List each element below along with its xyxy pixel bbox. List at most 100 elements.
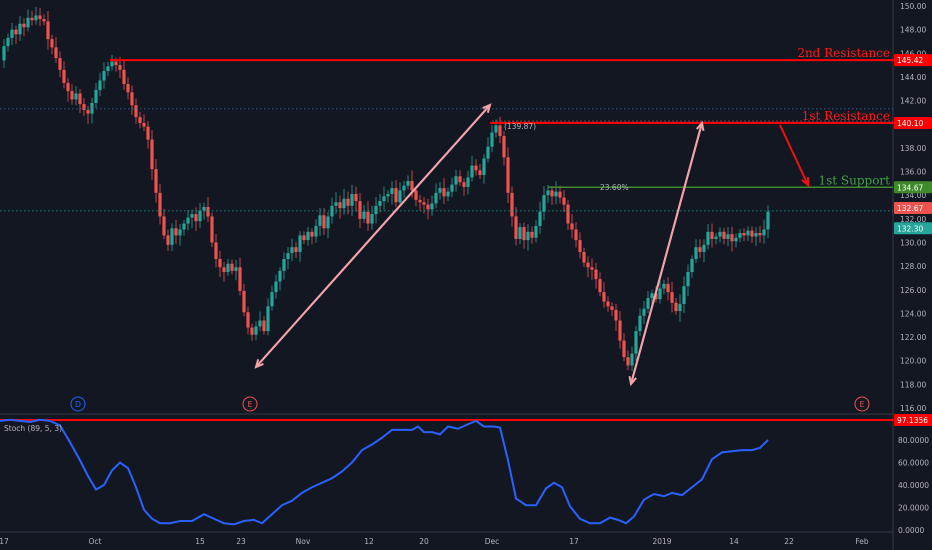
price-tick-label: 132.00 (900, 215, 926, 224)
candle-body (506, 157, 510, 193)
candle-body (414, 190, 418, 200)
candle-body (202, 207, 206, 211)
resistance-1-label: 1st Resistance (802, 109, 890, 123)
support-1-tag-text: 134.67 (897, 183, 923, 192)
candle-body (462, 182, 466, 187)
candle-body (230, 263, 234, 271)
candle-body (610, 306, 614, 310)
candle-body (574, 229, 578, 241)
candle-body (162, 216, 166, 236)
candle-body (518, 227, 522, 239)
candle-body (586, 262, 590, 268)
candle-body (342, 198, 346, 209)
candle-body (754, 233, 758, 237)
candle-body (274, 281, 278, 293)
candle-body (346, 198, 350, 206)
candle-body (98, 80, 102, 90)
price-tick-label: 134.00 (900, 191, 926, 200)
candle-body (638, 315, 642, 332)
candle-body (374, 205, 378, 215)
candle-body (454, 176, 458, 185)
candle-body (298, 235, 302, 252)
time-tick-label: 22 (784, 537, 794, 546)
candle-body (558, 191, 562, 198)
candle-body (514, 216, 518, 239)
candle-body (190, 214, 194, 218)
candle-body (266, 306, 270, 332)
candle-body (234, 267, 238, 271)
resistance-1-tag: 140.10 (894, 117, 932, 130)
candle-body (62, 69, 66, 83)
resistance-2-tag-bg (894, 54, 932, 67)
candle-body (646, 298, 650, 309)
candle-body (718, 231, 722, 237)
candle-body (270, 292, 274, 307)
candle-body (730, 234, 734, 242)
price-tick-label: 124.00 (900, 309, 926, 318)
candle-body (698, 247, 702, 252)
candle-body (130, 92, 134, 106)
target-arrow-down-head (801, 176, 810, 188)
trend-arrow-up (255, 104, 491, 368)
candle-body (282, 259, 286, 271)
time-tick-label: Feb (855, 537, 869, 546)
candle-body (402, 185, 406, 191)
candle-body (398, 190, 402, 203)
price-tick-label: 138.00 (900, 144, 926, 153)
candle-body (654, 293, 658, 300)
candle-body (294, 247, 298, 252)
trend-arrow-down-head (254, 359, 264, 369)
candle-body (590, 267, 594, 270)
resistance-2-label: 2nd Resistance (797, 46, 890, 60)
candle-body (386, 193, 390, 197)
candle-body (522, 227, 526, 241)
support-1-tag: 134.67 (894, 181, 932, 194)
candle-body (562, 197, 566, 205)
candle-body (262, 320, 266, 332)
candle-body (658, 288, 662, 300)
candle-body (222, 267, 226, 273)
event-marker: E (854, 396, 870, 412)
candle-body (762, 229, 766, 236)
resistance-1-tag-text: 140.10 (897, 119, 923, 128)
candle-body (446, 191, 450, 197)
candle-body (350, 193, 354, 206)
candle-body (38, 15, 42, 20)
candle-body (18, 23, 22, 35)
osc-tick-label: 80.0000 (898, 436, 929, 445)
candle-body (594, 269, 598, 280)
candle-body (742, 233, 746, 236)
candle-body (370, 214, 374, 224)
event-marker: E (242, 396, 258, 412)
oscillator-label: Stoch (89, 5, 3) (4, 424, 62, 433)
osc-tick-label: 0.0000 (898, 526, 924, 535)
candle-body (706, 231, 710, 245)
candle-body (206, 207, 210, 217)
candle-body (246, 312, 250, 328)
candle-body (186, 217, 190, 224)
candle-body (250, 327, 254, 335)
candle-body (242, 290, 246, 313)
candle-body (526, 231, 530, 241)
projection-arrow-base (630, 122, 703, 385)
candle-body (306, 231, 310, 241)
candle-body (634, 331, 638, 354)
event-letter: E (859, 400, 864, 409)
event-letter: D (75, 400, 81, 409)
candle-body (90, 102, 94, 114)
candle-body (738, 233, 742, 238)
time-tick-label: 14 (729, 537, 739, 546)
candle-body (354, 193, 358, 202)
candle-body (482, 158, 486, 176)
time-tick-label: 2019 (652, 537, 671, 546)
target-arrow-down (779, 124, 809, 186)
candle-body (94, 89, 98, 103)
candle-body (158, 192, 162, 217)
candle-body (310, 231, 314, 237)
candle-body (750, 230, 754, 237)
time-tick-label: Oct (89, 537, 102, 546)
candle-body (34, 15, 38, 21)
candle-body (326, 216, 330, 229)
candle-body (478, 170, 482, 176)
